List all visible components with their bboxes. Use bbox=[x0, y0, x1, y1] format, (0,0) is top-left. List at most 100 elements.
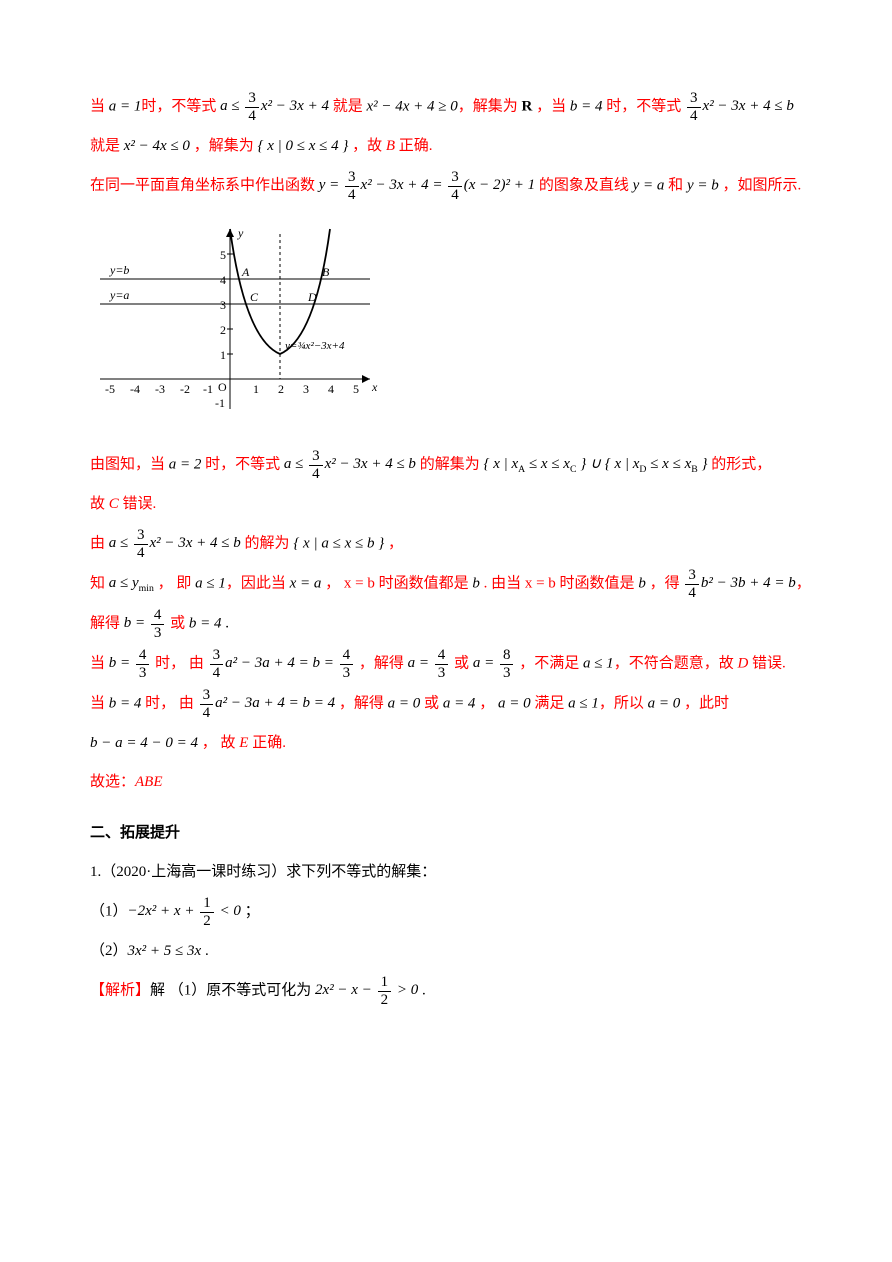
svg-text:-5: -5 bbox=[105, 382, 115, 396]
math: a ≤ 34x² − 3x + 4 ≤ b bbox=[109, 535, 241, 551]
text: ，因此当 bbox=[226, 575, 290, 591]
math: y = b bbox=[687, 177, 719, 193]
text: 正确. bbox=[248, 735, 286, 751]
axes: x y O bbox=[100, 226, 378, 409]
math: a = 83 bbox=[473, 655, 516, 671]
set: { x | xA ≤ x ≤ xC } ∪ { x | xD ≤ x ≤ xB … bbox=[483, 456, 707, 472]
suffix: . bbox=[201, 943, 209, 959]
svg-text:5: 5 bbox=[353, 382, 359, 396]
paragraph-6: 知 a ≤ ymin ， 即 a ≤ 1，因此当 x = a ， x = b 时… bbox=[90, 567, 812, 601]
question-1-part-2: （2）3x² + 5 ≤ 3x . bbox=[90, 935, 812, 968]
paragraph-4b: 故 C 错误. bbox=[90, 488, 812, 521]
text: ，此时 bbox=[680, 695, 729, 711]
text: 时， 由 bbox=[151, 655, 207, 671]
svg-text:-2: -2 bbox=[180, 382, 190, 396]
math: b bbox=[638, 575, 646, 591]
math: a ≤ 1 bbox=[583, 655, 614, 671]
math: a = 2 bbox=[169, 456, 202, 472]
text: 知 bbox=[90, 575, 109, 591]
question-1-stem: 1.（2020·上海高一课时练习）求下列不等式的解集： bbox=[90, 856, 812, 889]
text: 由 bbox=[90, 535, 109, 551]
text: ，解集为 bbox=[190, 138, 258, 154]
text: ，解得 bbox=[355, 655, 408, 671]
math: y = a bbox=[633, 177, 665, 193]
section-2-title: 二、拓展提升 bbox=[90, 817, 812, 850]
option-B: B bbox=[386, 138, 395, 154]
math: 2x² − x − 12 > 0 bbox=[315, 982, 418, 998]
text: ，如图所示. bbox=[719, 177, 802, 193]
text: 满足 bbox=[531, 695, 569, 711]
svg-text:3: 3 bbox=[220, 298, 226, 312]
paragraph-9: 当 b = 4 时， 由 34a² − 3a + 4 = b = 4 ，解得 a… bbox=[90, 687, 812, 721]
math: a ≤ 34x² − 3x + 4 bbox=[220, 98, 329, 114]
point-A: A bbox=[241, 265, 250, 279]
math: b = 43 bbox=[124, 615, 167, 631]
text: . bbox=[418, 982, 426, 998]
math: 34a² − 3a + 4 = b = 43 bbox=[208, 655, 356, 671]
text: 故 bbox=[90, 496, 109, 512]
text: 的图象及直线 bbox=[535, 177, 633, 193]
math: a = 43 bbox=[408, 655, 451, 671]
graph-svg: x y O -5-4-3-2-1 12345 -1 12345 y=b y=a … bbox=[90, 219, 380, 419]
paragraph-1: 当 a = 1时，不等式 a ≤ 34x² − 3x + 4 就是 x² − 4… bbox=[90, 90, 812, 124]
text: 的解集为 bbox=[416, 456, 484, 472]
text: . bbox=[222, 615, 230, 631]
paragraph-3: 在同一平面直角坐标系中作出函数 y = 34x² − 3x + 4 = 34(x… bbox=[90, 169, 812, 203]
math: b bbox=[472, 575, 480, 591]
text: 的解为 bbox=[241, 535, 294, 551]
text: ，当 bbox=[532, 98, 570, 114]
x-axis-label: x bbox=[371, 380, 378, 394]
point-D: D bbox=[307, 290, 317, 304]
text: 的形式， bbox=[708, 456, 772, 472]
text: 时，不等式 bbox=[141, 98, 220, 114]
text: ，得 bbox=[646, 575, 684, 591]
paragraph-7: 解得 b = 43 或 b = 4 . bbox=[90, 607, 812, 641]
math: y = 34x² − 3x + 4 = 34(x − 2)² + 1 bbox=[319, 177, 535, 193]
paragraph-2: 就是 x² − 4x ≤ 0 ，解集为 { x | 0 ≤ x ≤ 4 } ，故… bbox=[90, 130, 812, 163]
text: 时，不等式 bbox=[201, 456, 284, 472]
math: a ≤ 1 bbox=[195, 575, 226, 591]
text: 时，不等式 bbox=[603, 98, 686, 114]
text: ，不满足 bbox=[515, 655, 583, 671]
svg-text:4: 4 bbox=[220, 273, 226, 287]
svg-text:-1: -1 bbox=[203, 382, 213, 396]
text: 错误. bbox=[119, 496, 157, 512]
suffix: ； bbox=[241, 903, 260, 919]
text: ，解集为 bbox=[458, 98, 522, 114]
point-B: B bbox=[322, 265, 330, 279]
svg-text:2: 2 bbox=[220, 323, 226, 337]
label-ya: y=a bbox=[109, 288, 129, 302]
math: a ≤ 1 bbox=[568, 695, 599, 711]
svg-text:2: 2 bbox=[278, 382, 284, 396]
text: 由图知，当 bbox=[90, 456, 169, 472]
svg-text:3: 3 bbox=[303, 382, 309, 396]
text: 解得 bbox=[90, 615, 124, 631]
text: ， bbox=[796, 575, 811, 591]
svg-text:1: 1 bbox=[253, 382, 259, 396]
question-1-part-1: （1）−2x² + x + 12 < 0 ； bbox=[90, 895, 812, 929]
svg-text:-3: -3 bbox=[155, 382, 165, 396]
text: 就是 bbox=[90, 138, 124, 154]
math: 34a² − 3a + 4 = b = 4 bbox=[198, 695, 336, 711]
text: 在同一平面直角坐标系中作出函数 bbox=[90, 177, 319, 193]
math: 34x² − 3x + 4 ≤ b bbox=[685, 98, 794, 114]
text: ，故 bbox=[348, 138, 386, 154]
text: 就是 bbox=[329, 98, 367, 114]
option-C: C bbox=[109, 496, 119, 512]
set-R: R bbox=[522, 98, 533, 114]
math: a = 4 bbox=[443, 695, 476, 711]
set: { x | a ≤ x ≤ b } bbox=[293, 535, 384, 551]
text: ，所以 bbox=[599, 695, 648, 711]
math: a = 0 bbox=[388, 695, 421, 711]
svg-text:1: 1 bbox=[220, 348, 226, 362]
label: （2） bbox=[90, 943, 128, 959]
math: b = 4 bbox=[570, 98, 603, 114]
set: { x | 0 ≤ x ≤ 4 } bbox=[257, 138, 348, 154]
text: ， x = b 时函数值都是 bbox=[321, 575, 472, 591]
text: . 由当 x = b 时函数值是 bbox=[480, 575, 638, 591]
solution-1: 【解析】解 （1）原不等式可化为 2x² − x − 12 > 0 . bbox=[90, 974, 812, 1008]
text: ， 即 bbox=[154, 575, 195, 591]
text: ，不符合题意，故 bbox=[614, 655, 738, 671]
math: −2x² + x + 12 < 0 bbox=[128, 903, 241, 919]
paragraph-10: b − a = 4 − 0 = 4 ， 故 E 正确. bbox=[90, 727, 812, 760]
